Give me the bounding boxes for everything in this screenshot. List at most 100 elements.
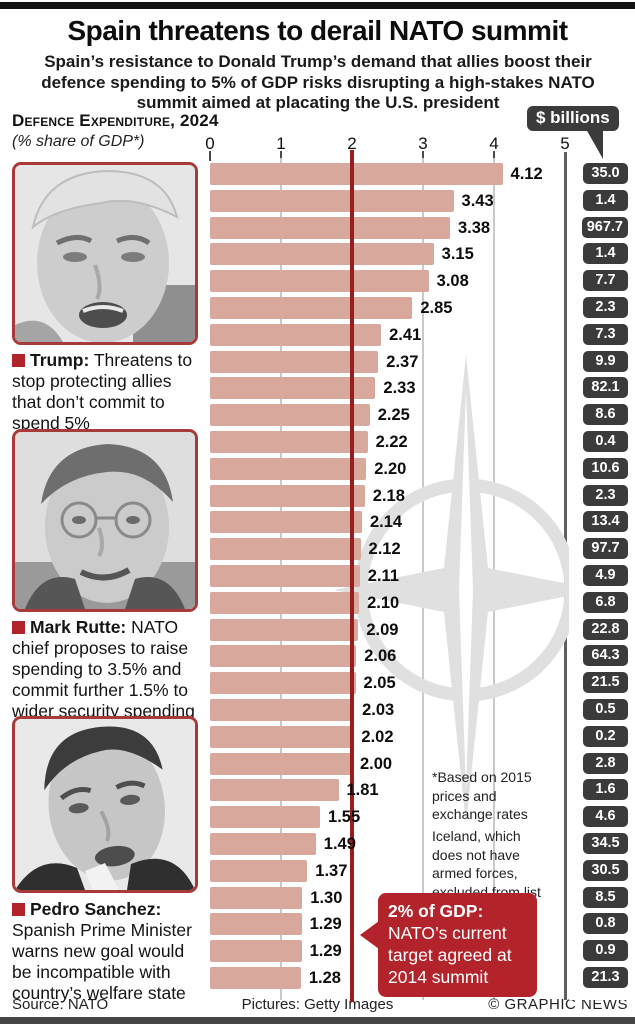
gdp-bar — [210, 457, 367, 480]
footer-credit: © GRAPHIC NEWS — [488, 996, 628, 1013]
two-percent-callout: 2% of GDP: NATO’s current target agreed … — [378, 893, 537, 997]
billions-badge: 30.5 — [583, 859, 628, 881]
gdp-value: 1.81 — [346, 781, 379, 800]
axis-tick-label: 2 — [347, 134, 357, 153]
gdp-value: 3.08 — [436, 272, 469, 291]
gdp-bar — [210, 699, 355, 721]
gdp-bar — [210, 940, 302, 963]
chart-row: Slovenia 1.29 0.9 — [0, 940, 635, 967]
billions-badge: 1.6 — [583, 779, 628, 801]
axis-tick-label: 0 — [205, 134, 215, 153]
billions-badge: 0.2 — [583, 725, 628, 747]
gdp-bar — [210, 377, 376, 400]
billions-badge: 9.9 — [583, 350, 628, 372]
chart-row: Denmark 2.37 9.9 — [0, 350, 635, 378]
billions-badge: 7.7 — [583, 270, 628, 292]
chart-row: Croatia 1.81 1.6 — [0, 779, 635, 806]
gdp-bar — [210, 725, 354, 748]
profile-caption-sanchez: Pedro Sanchez: Spanish Prime Minister wa… — [12, 899, 204, 1004]
chart-row: Hungary 2.11 4.9 — [0, 565, 635, 592]
gdp-value: 2.25 — [377, 406, 410, 425]
gdp-value: 1.55 — [328, 808, 361, 827]
gdp-bar — [210, 216, 450, 239]
chart-row: Lux. 1.29 0.8 — [0, 913, 635, 940]
gdp-bar — [210, 297, 413, 319]
gdp-value: 2.11 — [367, 567, 400, 585]
rutte-photo — [12, 429, 198, 612]
axis-tick-label: 3 — [418, 134, 428, 153]
gdp-value: 1.29 — [309, 942, 342, 961]
two-percent-reference-line — [350, 150, 354, 1002]
note-based-on: *Based on 2015 prices and exchange rates — [432, 769, 532, 822]
billions-badge: 64.3 — [583, 645, 628, 667]
gdp-value: 2.14 — [369, 513, 403, 532]
sanchez-photo — [12, 716, 198, 893]
chart-row: U.S. 3.38 967.7 — [0, 216, 635, 244]
chart-row: Netherlands 2.05 21.5 — [0, 672, 635, 699]
trump-photo — [12, 162, 198, 345]
chart-row: Latvia 3.15 1.4 — [0, 243, 635, 270]
billions-badge: 21.5 — [583, 672, 628, 694]
chart-row: Canada 1.37 30.5 — [0, 859, 635, 887]
billions-badge: 1.4 — [583, 243, 628, 265]
gdp-value: 2.10 — [367, 593, 400, 612]
profile-caption-rutte: Mark Rutte: NATO chief proposes to raise… — [12, 617, 204, 722]
gdp-bar — [210, 833, 316, 855]
chart-row: Czechia 2.10 6.8 — [0, 591, 635, 619]
gdp-bar — [210, 913, 302, 936]
chart-row: Estonia 3.43 1.4 — [0, 189, 635, 217]
billions-badge: 82.1 — [583, 377, 628, 399]
gdp-bar — [210, 163, 503, 185]
axis-tick-label: 1 — [276, 134, 286, 153]
gdp-value: 2.03 — [362, 701, 395, 719]
billions-badge: 0.9 — [583, 940, 628, 962]
gdp-value: 1.37 — [315, 861, 348, 880]
profile-name: Mark Rutte: — [30, 617, 127, 637]
chart-row: Spain 1.28 21.3 — [0, 967, 635, 994]
chart-heading: Defence Expenditure, 2024 — [12, 111, 219, 130]
gdp-value: 2.20 — [374, 459, 407, 478]
gdp-value: 2.33 — [383, 379, 416, 398]
gdp-value: 2.02 — [361, 727, 394, 746]
profile-name: Pedro Sanchez: — [30, 899, 162, 919]
gdp-bar — [210, 243, 434, 266]
chart-row: Albania 2.03 0.5 — [0, 699, 635, 726]
profile-text: Threatens to stop protecting allies that… — [12, 350, 193, 433]
gdp-value: 4.12 — [510, 165, 543, 183]
gdp-value: 1.28 — [308, 969, 341, 987]
gdp-bar — [210, 859, 308, 882]
billions-bubble-tail-icon — [586, 129, 603, 159]
billions-badge: 2.8 — [583, 752, 628, 774]
chart-row: Sweden 2.14 13.4 — [0, 511, 635, 538]
chart-row: Slovakia 2.00 2.8 — [0, 752, 635, 780]
gdp-value: 3.43 — [461, 191, 494, 210]
axis-tick — [280, 151, 282, 161]
billions-label-bubble: $ billions — [527, 106, 619, 131]
gdp-bar — [210, 967, 301, 989]
chart-subheading: (% share of GDP*) — [12, 133, 145, 150]
billions-badge: 1.4 — [583, 189, 628, 211]
red-bullet-icon — [12, 621, 25, 634]
gdp-bar — [210, 404, 370, 427]
gdp-value: 1.49 — [323, 835, 356, 853]
note-iceland: Iceland, which does not have armed force… — [432, 828, 541, 900]
gdp-bar — [210, 350, 379, 373]
gdp-value: 3.15 — [441, 245, 474, 264]
gdp-bar — [210, 645, 357, 668]
axis-tick — [209, 151, 211, 161]
billions-badge: 35.0 — [583, 163, 628, 184]
callout-tail-icon — [360, 921, 379, 949]
callout-body: NATO’s current target agreed at 2014 sum… — [388, 923, 512, 987]
page-title: Spain threatens to derail NATO summit — [67, 15, 568, 46]
gdp-bar — [210, 538, 361, 561]
billions-badge: 4.9 — [583, 565, 628, 586]
axis-tick — [493, 151, 495, 161]
billions-badge: 21.3 — [583, 967, 628, 988]
billions-badge: 34.5 — [583, 833, 628, 854]
axis-tick-label: 5 — [560, 134, 570, 153]
billions-badge: 0.8 — [583, 913, 628, 935]
gdp-value: 2.12 — [368, 540, 401, 559]
gdp-bar — [210, 752, 352, 775]
gdp-value: 2.18 — [372, 486, 405, 505]
billions-badge: 10.6 — [583, 457, 628, 479]
